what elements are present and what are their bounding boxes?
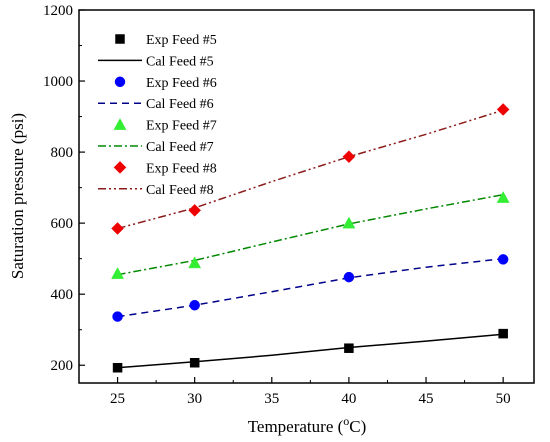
data-point xyxy=(112,311,123,322)
data-point xyxy=(343,271,355,283)
series-lines xyxy=(117,109,504,369)
series-line xyxy=(117,109,504,230)
legend-label: Cal Feed #5 xyxy=(146,54,214,69)
data-point xyxy=(342,216,356,229)
axis-ticks: 25 30 35 40 45 50 200 400 600 800 1000 1200 xyxy=(43,3,511,407)
legend-marker-swatch xyxy=(114,76,126,88)
y-tick-label: 200 xyxy=(51,358,74,374)
x-tick-label: 40 xyxy=(341,391,356,407)
x-tick-label: 45 xyxy=(419,391,434,407)
data-point xyxy=(342,150,356,164)
data-point xyxy=(111,222,124,235)
data-point xyxy=(497,254,509,265)
data-point xyxy=(344,343,354,353)
legend-label: Exp Feed #5 xyxy=(146,33,217,48)
data-point xyxy=(112,362,123,373)
legend-label: Exp Feed #8 xyxy=(146,161,217,176)
y-tick-label: 1000 xyxy=(43,74,73,90)
data-point xyxy=(496,103,510,116)
data-point xyxy=(111,267,124,279)
legend-marker-swatch xyxy=(113,118,127,130)
data-point xyxy=(496,191,510,203)
y-tick-label: 800 xyxy=(51,145,74,161)
x-tick-label: 25 xyxy=(110,391,125,407)
legend-marker-swatch xyxy=(113,161,127,174)
data-point xyxy=(498,328,508,339)
series-line xyxy=(117,257,504,318)
x-tick-label: 30 xyxy=(187,391,202,407)
x-axis-title-unit: C) xyxy=(349,417,366,436)
legend-label: Cal Feed #7 xyxy=(146,140,214,155)
series-line xyxy=(117,193,504,276)
series-line xyxy=(117,333,504,369)
data-point xyxy=(189,299,200,311)
y-tick-label: 1200 xyxy=(43,3,73,19)
data-point xyxy=(189,358,200,368)
data-point xyxy=(188,204,202,217)
x-axis-title-main: Temperature ( xyxy=(248,417,344,436)
y-tick-label: 600 xyxy=(51,216,74,232)
y-axis-title: Saturation pressure (psi) xyxy=(8,113,27,279)
series-markers xyxy=(111,103,510,373)
legend-marker-swatch xyxy=(115,34,125,44)
x-tick-label: 50 xyxy=(496,391,511,407)
plot-frame xyxy=(78,9,535,384)
x-axis-title-degree: o xyxy=(343,414,349,428)
legend-label: Cal Feed #8 xyxy=(146,183,214,198)
legend-label: Cal Feed #6 xyxy=(146,97,214,112)
legend: Exp Feed #5 Cal Feed #5 Exp Feed #6 Cal Fee… xyxy=(98,33,217,198)
x-axis-title: Temperature (oC) xyxy=(248,414,367,436)
legend-label: Exp Feed #6 xyxy=(146,76,217,91)
x-tick-label: 35 xyxy=(264,391,279,407)
legend-label: Exp Feed #7 xyxy=(146,119,217,134)
data-point xyxy=(188,256,202,269)
y-tick-label: 400 xyxy=(51,287,74,303)
